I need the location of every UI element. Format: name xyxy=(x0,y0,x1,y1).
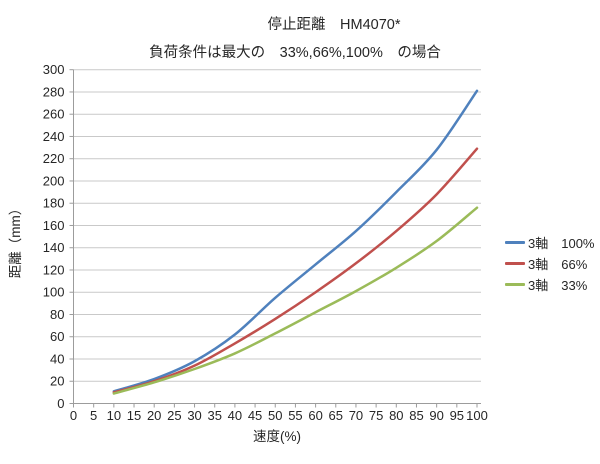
legend-line-swatch-blue-icon xyxy=(505,241,525,244)
y-tick-label: 40 xyxy=(50,351,64,366)
y-tick-label: 60 xyxy=(50,329,64,344)
x-tick-label: 0 xyxy=(70,408,77,423)
x-tick-label: 70 xyxy=(349,408,363,423)
x-tick-label: 25 xyxy=(167,408,181,423)
series-line-1 xyxy=(112,147,479,394)
x-tick-label: 50 xyxy=(268,408,282,423)
legend-item-100: 3軸 100% xyxy=(505,232,594,253)
chart-legend: 3軸 100% 3軸 66% 3軸 33% xyxy=(505,232,594,295)
legend-item-66: 3軸 66% xyxy=(505,253,594,274)
y-tick-label: 220 xyxy=(43,151,65,166)
legend-label: 3軸 100% xyxy=(528,236,595,251)
series-line-0 xyxy=(112,89,479,393)
y-tick-label: 20 xyxy=(50,374,64,389)
y-tick-label: 140 xyxy=(43,240,65,255)
y-tick-label: 0 xyxy=(57,396,64,411)
x-tick-label: 90 xyxy=(429,408,443,423)
y-tick-label: 180 xyxy=(43,196,65,211)
x-tick-label: 20 xyxy=(147,408,161,423)
legend-item-33: 3軸 33% xyxy=(505,274,594,295)
chart-title: 停止距離 HM4070* xyxy=(267,17,401,33)
x-tick-label: 5 xyxy=(90,408,97,423)
y-tick-label: 100 xyxy=(43,285,65,300)
series-line-2 xyxy=(112,206,479,395)
x-tick-label: 40 xyxy=(228,408,242,423)
x-tick-label: 55 xyxy=(288,408,302,423)
x-tick-label: 35 xyxy=(207,408,221,423)
legend-line-swatch-green-icon xyxy=(505,283,525,286)
x-tick-label: 30 xyxy=(187,408,201,423)
x-tick-label: 10 xyxy=(107,408,121,423)
x-tick-label: 65 xyxy=(329,408,343,423)
y-tick-label: 200 xyxy=(43,173,65,188)
y-tick-label: 80 xyxy=(50,307,64,322)
y-tick-label: 300 xyxy=(43,62,65,77)
x-tick-label: 75 xyxy=(369,408,383,423)
x-tick-label: 100 xyxy=(466,408,488,423)
y-tick-label: 120 xyxy=(43,262,65,277)
y-tick-label: 240 xyxy=(43,129,65,144)
y-tick-label: 280 xyxy=(43,84,65,99)
y-axis-title: 距離（mm） xyxy=(8,201,23,279)
x-axis-title: 速度(%) xyxy=(253,429,301,444)
x-tick-label: 85 xyxy=(409,408,423,423)
chart-subtitle: 負荷条件は最大の 33%,66%,100% の場合 xyxy=(149,45,441,61)
x-tick-label: 60 xyxy=(308,408,322,423)
x-tick-label: 95 xyxy=(450,408,464,423)
legend-line-swatch-red-icon xyxy=(505,262,525,265)
y-tick-label: 160 xyxy=(43,218,65,233)
legend-label: 3軸 33% xyxy=(528,278,588,293)
x-tick-label: 45 xyxy=(248,408,262,423)
legend-label: 3軸 66% xyxy=(528,257,588,272)
x-tick-label: 80 xyxy=(389,408,403,423)
y-tick-label: 260 xyxy=(43,107,65,122)
x-tick-label: 15 xyxy=(127,408,141,423)
